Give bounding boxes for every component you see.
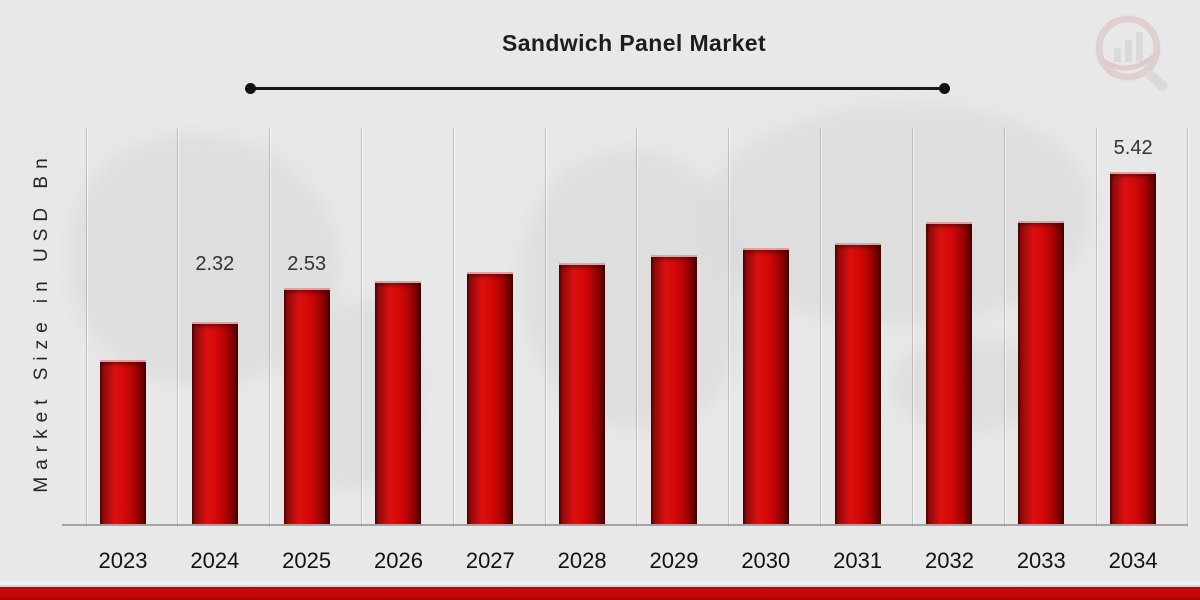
x-tick-2030: 2030 [741,548,791,573]
bar-2025 [283,288,330,524]
bottom-accent-strip [0,578,1200,600]
underline-right-dot [939,82,950,94]
bar-2031 [834,243,881,524]
bar-2034 [1110,172,1157,524]
bar-value-2025: 2.53 [287,253,327,275]
bar-2033 [1018,221,1065,524]
bar-value-2024: 2.32 [195,253,235,275]
bar-2029 [650,255,697,524]
vertical-gridline [269,128,271,527]
x-tick-2033: 2033 [1016,548,1066,573]
bar-value-2034: 5.42 [1113,137,1153,159]
title-underline [245,82,950,94]
bar-2023 [100,360,146,524]
x-axis-line [62,524,1188,526]
bar-2026 [375,281,422,524]
x-tick-2031: 2031 [833,548,883,573]
x-tick-2034: 2034 [1108,548,1158,573]
vertical-gridline [911,128,913,527]
x-tick-2026: 2026 [374,548,423,573]
magnifier-bar-chart-logo-icon [1095,15,1168,91]
bar-2024 [191,322,238,524]
x-tick-2029: 2029 [649,548,699,573]
vertical-gridline [1095,128,1097,527]
x-tick-2025: 2025 [282,548,332,573]
underline-left-dot [245,82,256,94]
vertical-gridline [177,128,179,527]
y-axis-label: Market Size in USD Bn [31,151,52,493]
vertical-gridline [1003,128,1005,527]
bar-2032 [926,222,973,524]
x-tick-2024: 2024 [190,548,240,573]
vertical-gridline [1187,128,1189,527]
bar-2030 [742,248,789,524]
vertical-gridline [728,128,730,527]
vertical-gridline [85,128,87,527]
vertical-gridline [360,128,362,527]
x-tick-2023: 2023 [98,548,148,573]
plot-area: 2023 2.32 2024 2.53 2025 2026 2027 2028 2029 2030… [85,128,1189,573]
vertical-gridline [820,128,822,527]
vertical-gridline [452,128,454,527]
bar-2028 [559,263,606,524]
vertical-gridline [544,128,546,527]
x-tick-2027: 2027 [465,548,515,573]
bar-2027 [467,272,514,524]
chart-title: Sandwich Panel Market [501,30,767,56]
vertical-gridline [636,128,638,527]
x-tick-2032: 2032 [924,548,974,573]
x-tick-2028: 2028 [557,548,607,573]
